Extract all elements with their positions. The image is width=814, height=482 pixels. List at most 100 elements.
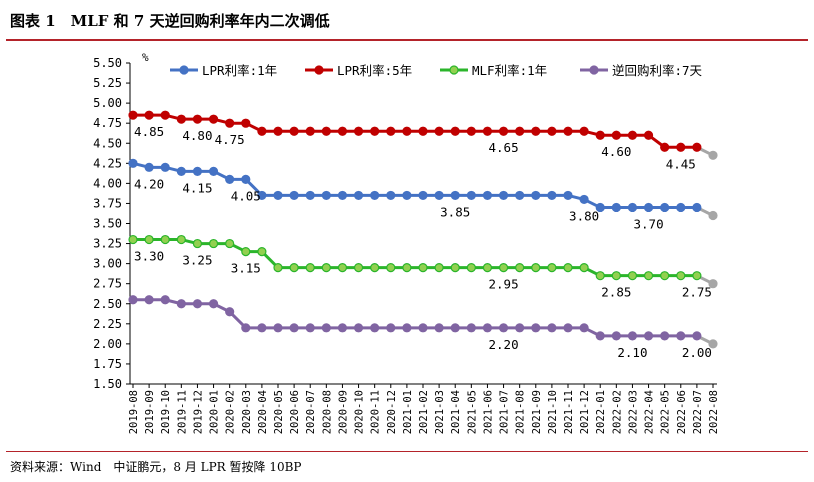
x-tick-label: 2021-11 [563,390,575,434]
x-tick-label: 2020-12 [386,390,398,434]
series-point [208,238,219,249]
series-point [708,150,718,160]
series-point [708,210,718,221]
data-label: 4.20 [134,176,164,191]
series-point [386,263,396,273]
series-point [563,126,573,136]
data-label: 3.80 [569,208,599,223]
x-tick-label: 2019-08 [128,390,140,434]
data-label: 3.15 [231,261,261,276]
series-point [660,142,670,152]
x-tick-label: 2021-03 [434,390,446,434]
series-point [128,158,138,168]
series-point [337,323,348,333]
data-label: 4.65 [489,140,519,155]
series-point [192,299,203,309]
series-point [515,263,525,273]
y-tick-label: 3.75 [93,196,122,210]
series-point [466,263,476,273]
series-point [418,126,428,136]
x-tick-label: 2022-03 [627,390,639,434]
series-point [128,110,138,120]
series-point [627,130,638,140]
series-point [192,114,203,124]
y-tick-label: 3.00 [93,257,122,271]
series-point [692,142,702,152]
series-point [434,263,444,273]
y-tick-label: 2.00 [93,337,122,351]
x-tick-label: 2022-01 [595,390,607,434]
series-point [305,263,315,273]
series-point [128,295,138,305]
series-point [273,263,283,273]
series-point [289,190,299,201]
series-point [611,271,621,281]
legend-swatch-marker [179,65,189,75]
legend-label: 逆回购利率:7天 [612,63,703,78]
series-point [531,126,541,136]
x-tick-label: 2021-09 [531,390,543,434]
series-point [370,263,380,273]
x-tick-label: 2021-02 [418,390,430,434]
series-point [257,126,267,136]
series-point [176,114,186,124]
series-point [273,126,283,136]
y-tick-label: 3.50 [93,217,122,231]
series-point [337,126,348,136]
series-point [353,323,364,333]
series-point [547,263,557,273]
x-tick-label: 2019-11 [176,390,188,434]
series-point [498,323,509,333]
series-point [482,126,493,136]
series-point [370,323,380,333]
data-label: 2.20 [489,337,519,352]
series-point [225,238,235,249]
y-tick-label: 4.50 [93,136,122,150]
series-point [386,190,396,201]
y-tick-label: 2.75 [93,277,122,291]
x-tick-label: 2020-08 [321,390,333,434]
x-tick-label: 2020-04 [257,390,269,434]
series-point [305,190,315,201]
series-point [531,323,541,333]
series-point [289,126,299,136]
series-point [692,202,702,213]
series-point [466,323,476,333]
series-point [337,263,348,273]
series-point [386,323,396,333]
series-point [643,271,654,281]
series-point [547,126,557,136]
series-point [498,263,509,273]
series-point [402,190,412,201]
source-note: 资料来源：Wind 中证鹏元，8 月 LPR 暂按降 10BP [10,460,302,474]
data-label: 2.75 [682,285,712,300]
series-point [643,130,654,140]
series-point [273,323,283,333]
x-tick-label: 2020-09 [337,390,349,434]
series-point [595,271,605,281]
y-tick-label: 4.75 [93,116,122,130]
legend-label: MLF利率:1年 [472,63,547,78]
series-point [515,190,525,201]
x-tick-label: 2019-10 [160,390,172,434]
series-point [676,271,686,281]
series-point [208,299,219,309]
series-point [531,263,541,273]
series-point [241,118,251,128]
x-tick-label: 2022-02 [611,390,623,434]
figure-title: 图表 1 MLF 和 7 天逆回购利率年内二次调低 [10,12,330,30]
series-point [337,190,348,201]
x-tick-label: 2021-06 [482,390,494,434]
series-point [386,126,396,136]
y-tick-label: 5.25 [93,76,122,90]
series-point [498,190,509,201]
series-point [418,323,428,333]
y-tick-label: 4.25 [93,156,122,170]
data-label: 4.75 [215,132,245,147]
data-label: 4.85 [134,124,164,139]
series-point [225,118,235,128]
x-tick-label: 2019-09 [144,390,156,434]
series-point [692,331,702,341]
y-tick-label: 1.75 [93,357,122,371]
series-point [579,323,589,333]
